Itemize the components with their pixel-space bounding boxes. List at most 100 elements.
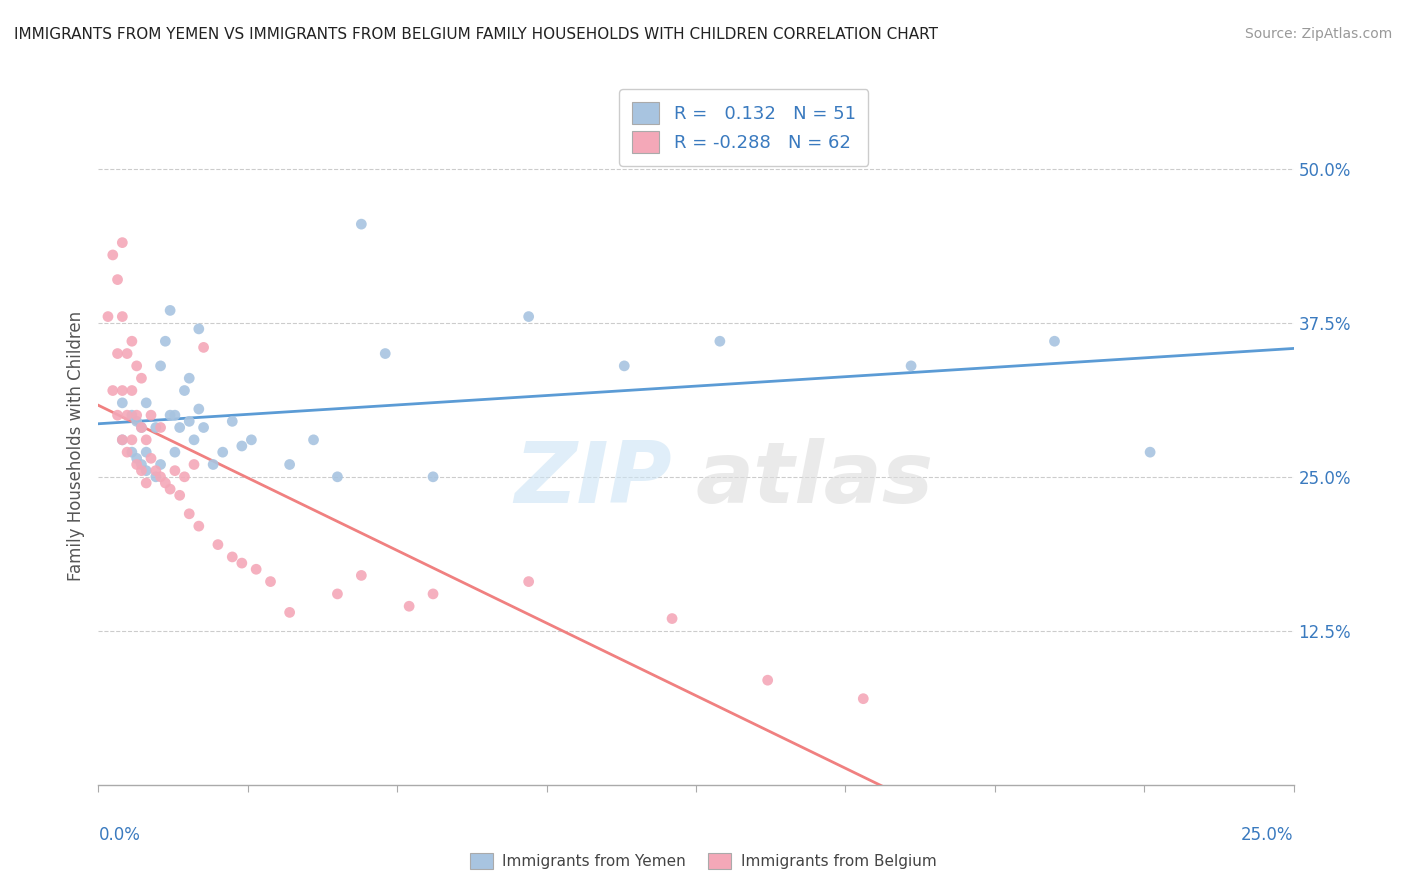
Point xyxy=(661,611,683,625)
Point xyxy=(135,475,157,490)
Text: IMMIGRANTS FROM YEMEN VS IMMIGRANTS FROM BELGIUM FAMILY HOUSEHOLDS WITH CHILDREN: IMMIGRANTS FROM YEMEN VS IMMIGRANTS FROM… xyxy=(14,27,938,42)
Point xyxy=(207,538,229,552)
Point xyxy=(163,445,186,459)
Point xyxy=(125,408,148,422)
Point xyxy=(183,433,205,447)
Point xyxy=(1043,334,1066,349)
Point xyxy=(231,439,253,453)
Point xyxy=(202,458,225,472)
Text: 0.0%: 0.0% xyxy=(98,826,141,844)
Point xyxy=(163,408,186,422)
Point xyxy=(115,346,138,360)
Point xyxy=(115,445,138,459)
Point xyxy=(179,371,201,385)
Point xyxy=(155,475,177,490)
Point xyxy=(131,371,153,385)
Point xyxy=(326,587,349,601)
Point xyxy=(139,451,162,466)
Point xyxy=(169,420,191,434)
Point xyxy=(159,408,181,422)
Point xyxy=(245,562,267,576)
Point xyxy=(231,556,253,570)
Point xyxy=(422,470,444,484)
Point xyxy=(1139,445,1161,459)
Point xyxy=(149,470,172,484)
Point xyxy=(101,248,124,262)
Point xyxy=(97,310,120,324)
Point xyxy=(115,408,138,422)
Point xyxy=(211,445,233,459)
Point xyxy=(121,445,143,459)
Point xyxy=(111,235,134,250)
Point xyxy=(517,574,540,589)
Point xyxy=(278,606,301,620)
Point xyxy=(145,464,167,478)
Point xyxy=(111,433,134,447)
Point xyxy=(900,359,922,373)
Point xyxy=(111,396,134,410)
Point xyxy=(135,464,157,478)
Legend: Immigrants from Yemen, Immigrants from Belgium: Immigrants from Yemen, Immigrants from B… xyxy=(464,847,942,875)
Point xyxy=(111,310,134,324)
Point xyxy=(187,519,209,533)
Point xyxy=(852,691,875,706)
Point xyxy=(121,433,143,447)
Legend: R =   0.132   N = 51, R = -0.288   N = 62: R = 0.132 N = 51, R = -0.288 N = 62 xyxy=(620,89,868,166)
Point xyxy=(159,482,181,496)
Point xyxy=(131,420,153,434)
Point xyxy=(240,433,263,447)
Point xyxy=(101,384,124,398)
Point xyxy=(145,470,167,484)
Point xyxy=(149,420,172,434)
Point xyxy=(422,587,444,601)
Point xyxy=(135,396,157,410)
Point xyxy=(302,433,325,447)
Point xyxy=(121,408,143,422)
Point xyxy=(135,433,157,447)
Point xyxy=(187,322,209,336)
Point xyxy=(107,346,129,360)
Point xyxy=(221,414,243,428)
Point xyxy=(125,414,148,428)
Point xyxy=(179,414,201,428)
Y-axis label: Family Households with Children: Family Households with Children xyxy=(66,311,84,581)
Point xyxy=(278,458,301,472)
Point xyxy=(179,507,201,521)
Point xyxy=(259,574,281,589)
Point xyxy=(149,359,172,373)
Point xyxy=(709,334,731,349)
Point xyxy=(163,464,186,478)
Point xyxy=(125,458,148,472)
Point xyxy=(517,310,540,324)
Text: ZIP: ZIP xyxy=(515,438,672,522)
Point xyxy=(121,384,143,398)
Point xyxy=(125,359,148,373)
Point xyxy=(169,488,191,502)
Point xyxy=(111,384,134,398)
Point xyxy=(145,420,167,434)
Point xyxy=(173,470,195,484)
Point xyxy=(398,599,420,614)
Point xyxy=(107,272,129,286)
Point xyxy=(193,420,215,434)
Point xyxy=(131,464,153,478)
Point xyxy=(131,420,153,434)
Point xyxy=(613,359,636,373)
Point xyxy=(135,445,157,459)
Point xyxy=(350,217,373,231)
Text: Source: ZipAtlas.com: Source: ZipAtlas.com xyxy=(1244,27,1392,41)
Point xyxy=(756,673,779,688)
Point xyxy=(125,451,148,466)
Text: 25.0%: 25.0% xyxy=(1241,826,1294,844)
Point xyxy=(326,470,349,484)
Point xyxy=(173,384,195,398)
Point xyxy=(193,340,215,354)
Point xyxy=(350,568,373,582)
Point xyxy=(131,458,153,472)
Point xyxy=(107,408,129,422)
Point xyxy=(183,458,205,472)
Point xyxy=(159,303,181,318)
Point xyxy=(139,408,162,422)
Point xyxy=(187,402,209,417)
Point xyxy=(221,549,243,564)
